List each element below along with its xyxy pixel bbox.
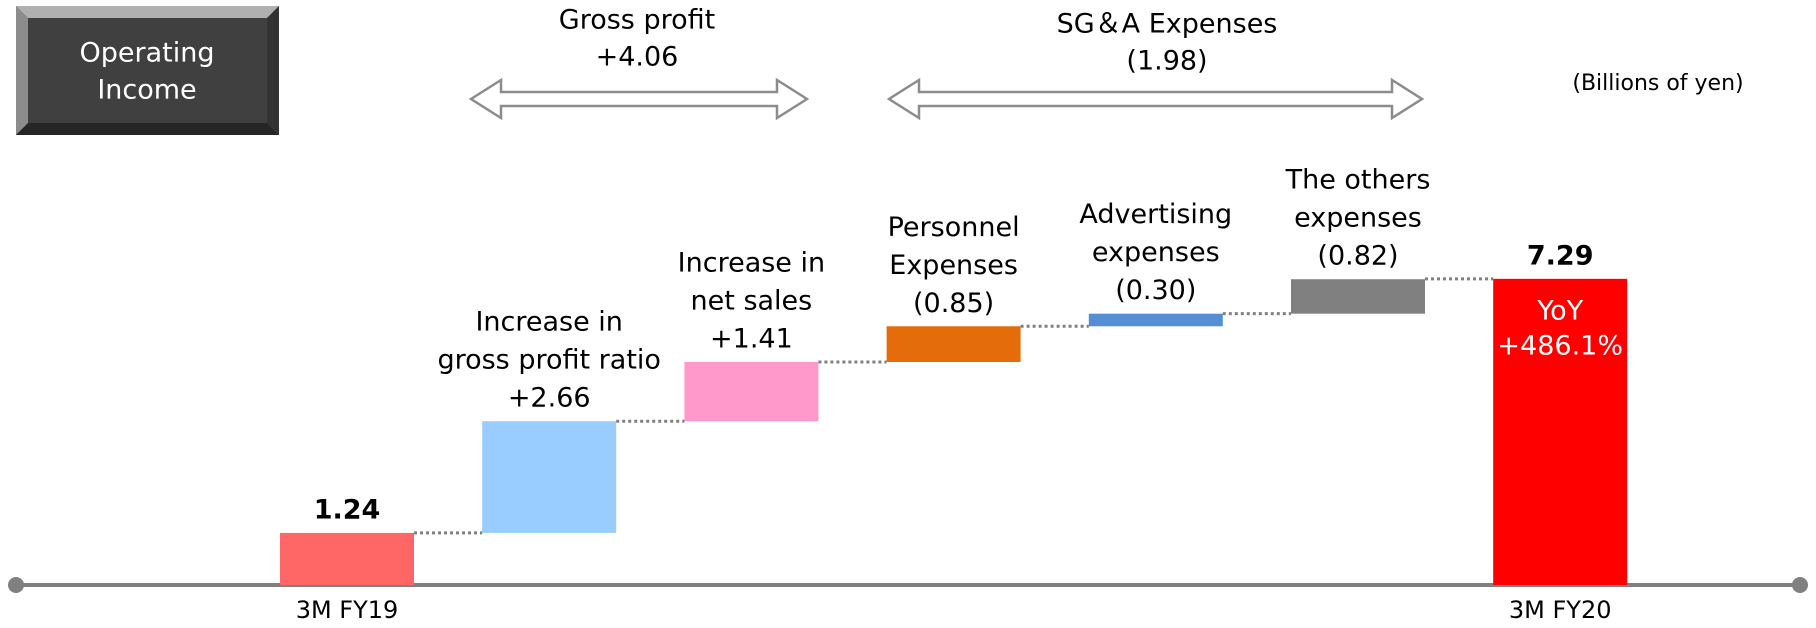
double-arrow — [886, 77, 1425, 121]
bevel — [16, 6, 28, 135]
bar — [280, 532, 414, 585]
bracket-title: SG＆A Expenses — [1057, 9, 1278, 40]
bar-label: gross profit ratio — [437, 345, 660, 376]
bevel — [16, 6, 279, 18]
arrows — [468, 77, 1425, 121]
bar-label: net sales — [691, 285, 813, 316]
double-arrow — [468, 77, 810, 121]
value-label: (0.30) — [1115, 275, 1196, 306]
value-label: 7.29 — [1527, 240, 1594, 271]
bracket-label: (1.98) — [1126, 46, 1207, 77]
bracket-label: +4.06 — [596, 42, 679, 73]
bar-label: Expenses — [889, 250, 1018, 281]
bar-label: expenses — [1092, 237, 1220, 268]
bar — [1291, 279, 1425, 314]
bar-label: The others — [1285, 165, 1431, 196]
unit-note: (Billions of yen) — [1572, 71, 1743, 96]
bar — [1088, 313, 1223, 327]
value-label: +2.66 — [508, 383, 591, 414]
bar — [684, 361, 819, 422]
title-line: Income — [97, 75, 196, 106]
bar — [482, 421, 617, 533]
bar — [886, 326, 1021, 362]
value-label: (0.82) — [1317, 241, 1398, 272]
yoy-title: YoY — [1536, 295, 1583, 326]
value-label: +1.41 — [710, 323, 793, 354]
x-tick-label: 3M FY20 — [1509, 596, 1612, 624]
bar-label: expenses — [1294, 203, 1422, 234]
bar-label: Advertising — [1079, 199, 1232, 230]
button-face — [28, 18, 267, 123]
baseline-end — [1792, 577, 1808, 593]
bar-label: Increase in — [678, 247, 825, 278]
bar-label: Personnel — [888, 212, 1020, 243]
x-tick-label: 3M FY19 — [296, 596, 399, 624]
title-line: Operating — [80, 38, 215, 69]
bevel — [16, 123, 279, 135]
value-label: (0.85) — [913, 288, 994, 319]
bevel — [267, 6, 279, 135]
bar — [1493, 278, 1628, 585]
bracket-title: Gross profit — [559, 5, 715, 36]
yoy-label: +486.1% — [1497, 330, 1623, 361]
title-button: Operating Income — [16, 6, 279, 135]
baseline-end — [8, 577, 24, 593]
bar-label: Increase in — [475, 307, 622, 338]
value-label: 1.24 — [314, 494, 381, 525]
